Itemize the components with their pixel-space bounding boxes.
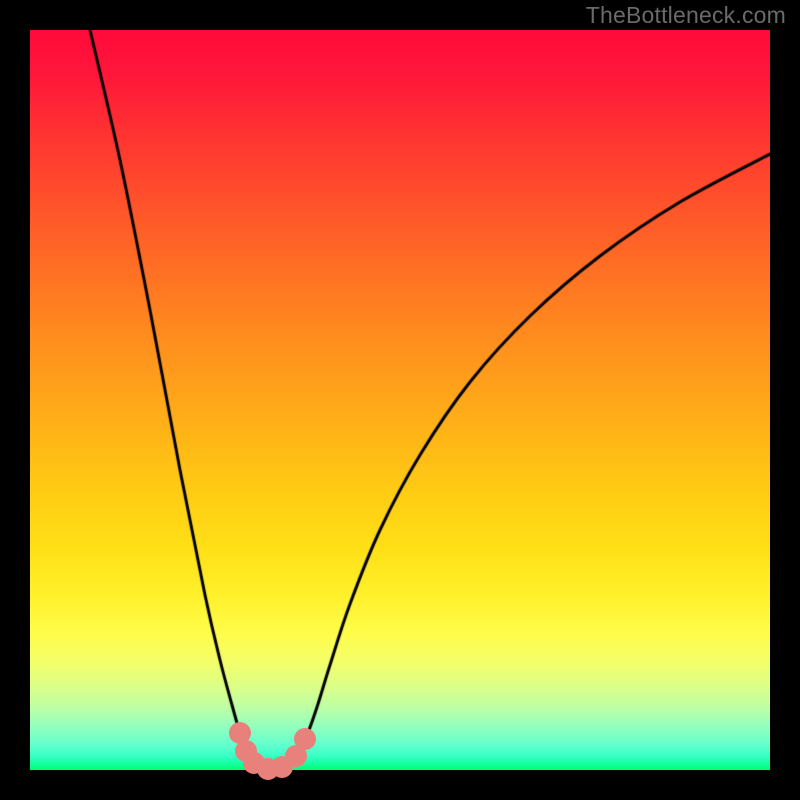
watermark-text: TheBottleneck.com	[586, 2, 786, 29]
curve-marker	[294, 728, 316, 750]
bottleneck-curve	[30, 30, 770, 770]
plot-area	[30, 30, 770, 770]
